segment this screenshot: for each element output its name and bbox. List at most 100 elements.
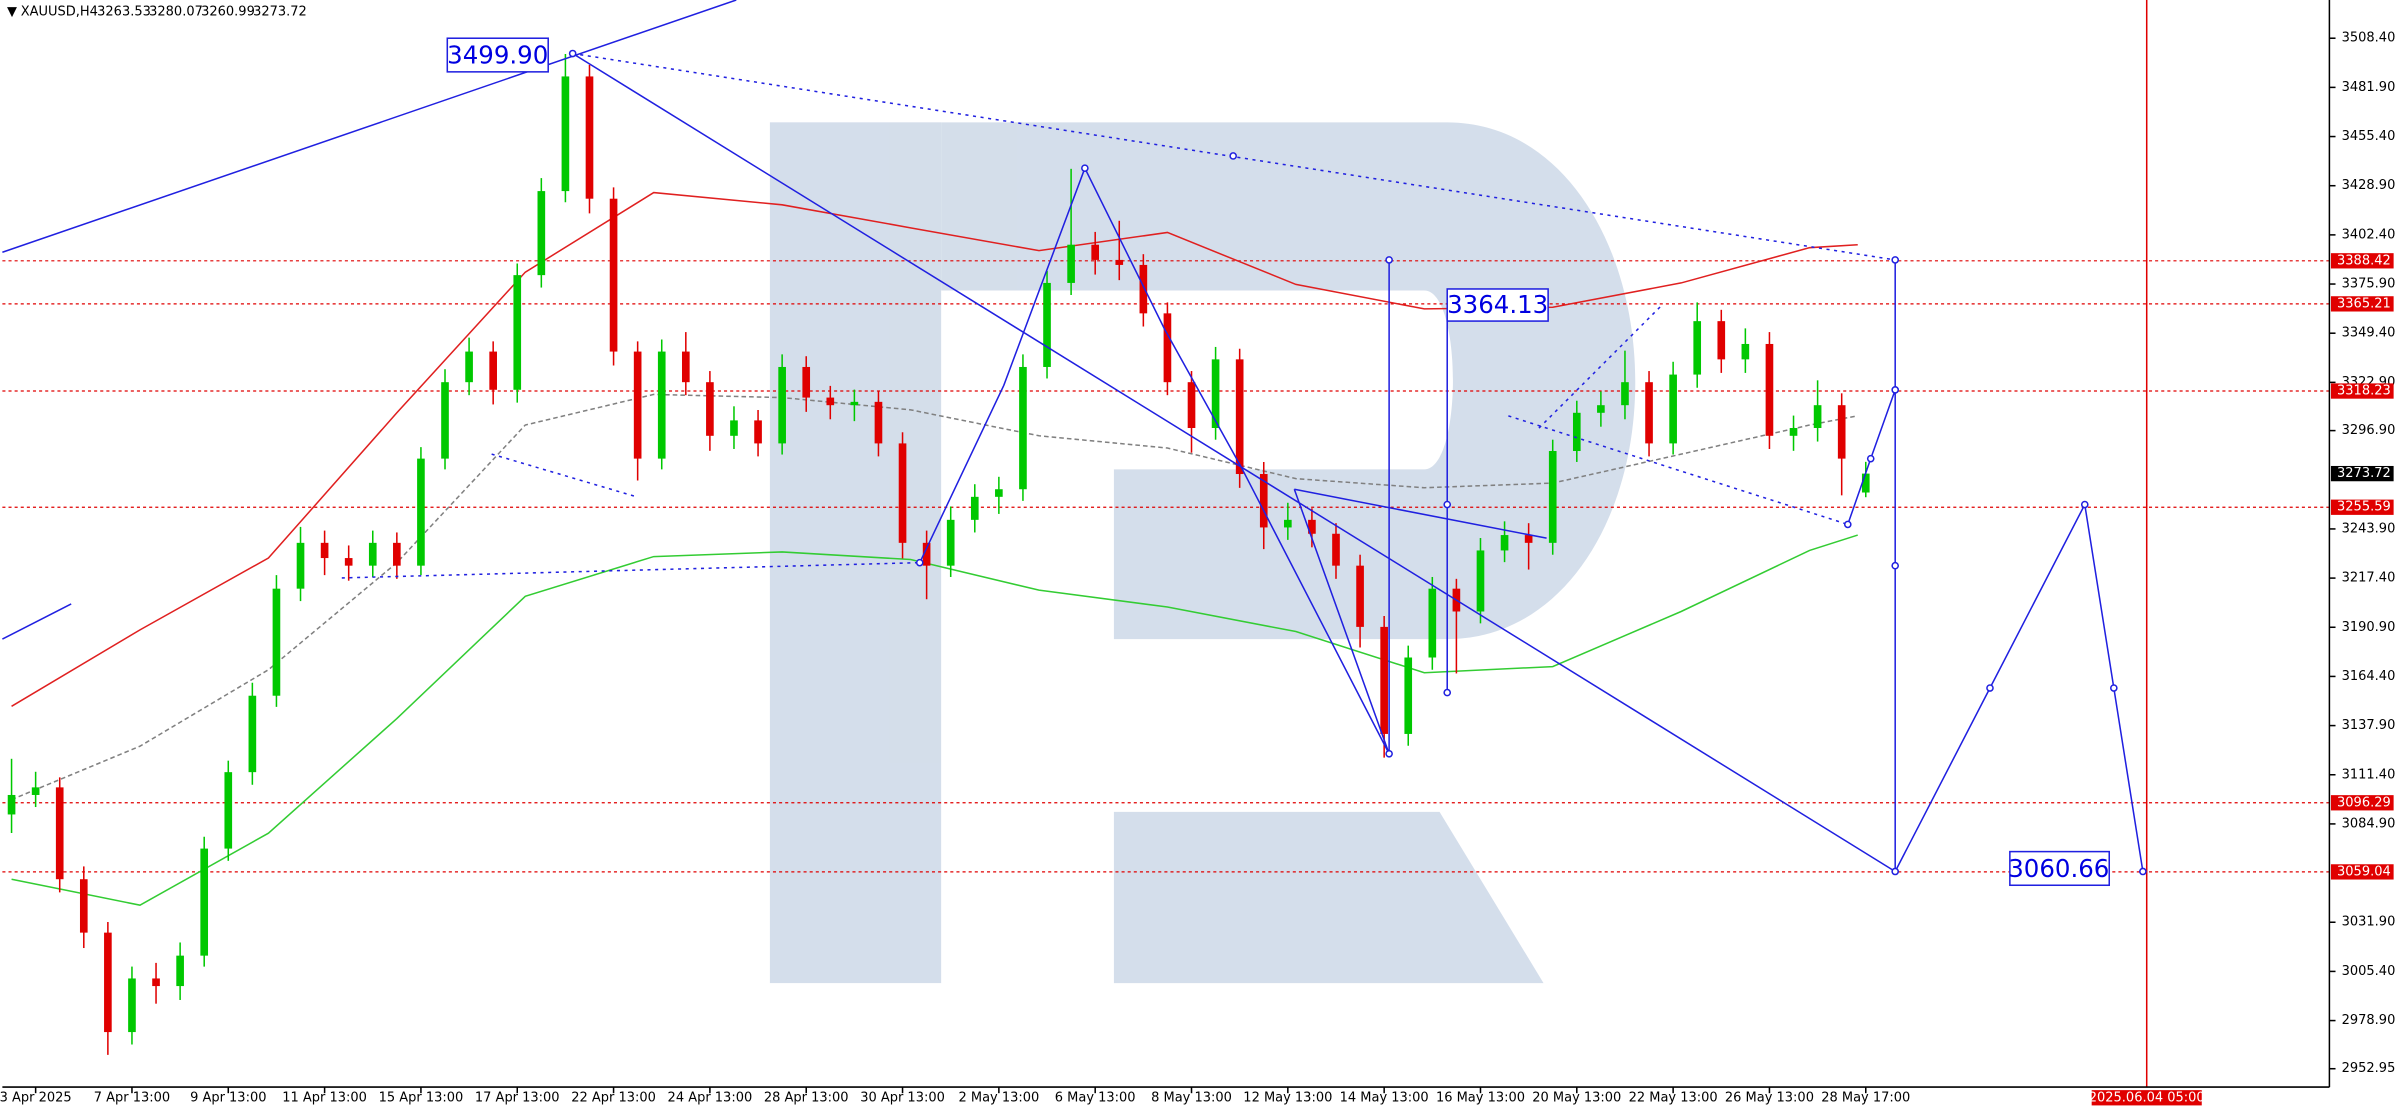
candle-body (224, 772, 233, 849)
candle-body (320, 542, 329, 559)
trend-line (572, 52, 1896, 261)
ohlc-low: 3260.99 (201, 5, 255, 20)
candle-body (296, 542, 305, 589)
y-tick-label: 3296.90 (2342, 423, 2396, 438)
candle-body (344, 558, 353, 566)
y-tick-label: 3375.90 (2342, 277, 2396, 292)
level-label-bg (2330, 864, 2394, 880)
level-label-bg (2330, 383, 2394, 399)
level-label-bg (2330, 795, 2394, 811)
candle-body (754, 420, 762, 444)
x-tick-label: 12 May 13:00 (1243, 1090, 1332, 1105)
y-tick-label: 3481.90 (2342, 80, 2396, 95)
candle-body (248, 695, 257, 773)
y-tick-label: 3349.40 (2342, 326, 2396, 341)
candle-body (946, 519, 955, 566)
candle-body (1428, 588, 1437, 658)
candle-body (681, 351, 690, 383)
candle-body (1645, 382, 1653, 444)
candle-body (730, 420, 738, 436)
time-marker-bg (2091, 1090, 2202, 1106)
candle-body (1043, 282, 1051, 367)
x-tick-label: 26 May 13:00 (1725, 1090, 1814, 1105)
candle-body (1356, 565, 1364, 627)
candle-body (465, 351, 473, 383)
candle-body (1139, 264, 1148, 314)
candle-body (1308, 519, 1316, 534)
y-tick-label: 3243.90 (2342, 521, 2396, 536)
trend-line (491, 453, 638, 498)
candle-body (1019, 366, 1027, 490)
candle-body (1404, 657, 1413, 734)
symbol: XAUUSD,H4 (21, 5, 98, 20)
candle-body (1524, 535, 1533, 543)
candle-body (802, 366, 811, 398)
candle-body (826, 397, 835, 406)
candle-body (31, 787, 40, 795)
candle-body (657, 351, 666, 459)
level-label: 3255.59 (2337, 500, 2391, 515)
x-tick-label: 30 Apr 13:00 (860, 1090, 945, 1105)
y-tick-label: 3137.90 (2342, 718, 2396, 733)
x-tick-label: 9 Apr 13:00 (190, 1090, 266, 1105)
candle-body (1765, 343, 1774, 436)
level-label: 3365.21 (2337, 296, 2391, 311)
candle-body (1259, 474, 1268, 528)
moving-average (11, 534, 1858, 906)
candle-body (1621, 382, 1629, 406)
logo-leg (1113, 811, 1544, 984)
candle-body (1476, 550, 1485, 612)
ohlc-high: 3280.07 (149, 5, 203, 20)
x-tick-label: 7 Apr 13:00 (94, 1090, 170, 1105)
candle-body (417, 458, 425, 566)
level-label: 3318.23 (2337, 384, 2391, 399)
candle-body (55, 787, 64, 880)
time-marker-label: 2025.06.04 05:00 (2089, 1090, 2205, 1105)
annotation-box (446, 37, 549, 73)
candle-body (1741, 343, 1750, 360)
candle-body (1717, 321, 1726, 360)
candle-body (441, 382, 449, 459)
candle-body (128, 978, 136, 1033)
x-tick-label: 28 Apr 13:00 (764, 1090, 849, 1105)
ohlc-open: 3263.53 (97, 5, 151, 20)
candle-body (1211, 359, 1220, 429)
candle-body (7, 794, 16, 815)
candle-body (513, 275, 522, 390)
candle-body (393, 542, 401, 566)
candle-body (1837, 405, 1846, 459)
level-label-bg (2330, 296, 2394, 312)
level-label-bg (2330, 499, 2394, 515)
candle-body (1861, 473, 1870, 493)
level-label: 3388.42 (2337, 253, 2391, 268)
annotation-box (1446, 288, 1549, 322)
candle-body (1669, 374, 1677, 444)
candle-body (368, 542, 377, 566)
trend-line (2, 603, 72, 640)
candle-body (1500, 535, 1509, 551)
y-tick-label: 3402.40 (2342, 227, 2396, 242)
candle-body (1789, 428, 1798, 436)
candle-body (633, 351, 642, 459)
current-price-label: 3273.72 (2337, 466, 2391, 481)
candle-body (970, 496, 979, 520)
candle-body (1235, 359, 1244, 475)
watermark (769, 122, 1636, 984)
candle-body (104, 932, 112, 1033)
candle-body (1163, 313, 1172, 383)
candle-body (537, 191, 546, 276)
collapse-icon[interactable]: ▼ (7, 5, 17, 20)
candle-body (1693, 321, 1702, 375)
candle-body (922, 542, 931, 566)
trend-line (2, 0, 737, 253)
x-tick-label: 8 May 13:00 (1151, 1090, 1232, 1105)
candle-body (1187, 382, 1196, 429)
candle-body (874, 401, 883, 444)
y-tick-label: 2952.95 (2342, 1061, 2396, 1076)
candle-body (1115, 259, 1124, 265)
ohlc-close: 3273.72 (253, 5, 307, 20)
annotation: 3499.90 (447, 41, 548, 70)
y-tick-label: 3508.40 (2342, 31, 2396, 46)
level-label: 3059.04 (2337, 864, 2391, 879)
